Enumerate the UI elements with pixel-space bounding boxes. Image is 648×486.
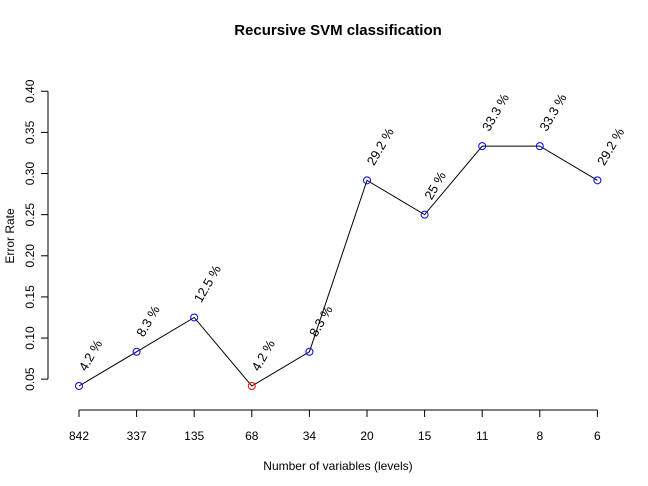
x-tick-label: 20 xyxy=(360,429,374,443)
y-tick-label: 0.40 xyxy=(23,79,37,103)
y-tick-label: 0.05 xyxy=(23,367,37,391)
x-tick-label: 842 xyxy=(69,429,89,443)
data-label: 12.5 % xyxy=(191,262,224,305)
y-tick-label: 0.30 xyxy=(23,162,37,186)
x-tick-label: 34 xyxy=(303,429,317,443)
y-tick-label: 0.35 xyxy=(23,120,37,144)
x-tick-label: 15 xyxy=(418,429,432,443)
data-point xyxy=(247,382,256,390)
data-point xyxy=(363,176,371,185)
data-label: 8.3 % xyxy=(133,303,163,340)
x-tick-label: 337 xyxy=(127,429,147,443)
chart-title: Recursive SVM classification xyxy=(234,22,442,39)
data-label: 29.2 % xyxy=(594,125,627,168)
series-line xyxy=(78,145,598,387)
x-tick-label: 68 xyxy=(245,429,259,443)
x-axis-label: Number of variables (levels) xyxy=(263,459,412,473)
y-tick-label: 0.10 xyxy=(23,326,37,350)
x-tick-label: 8 xyxy=(536,429,543,443)
x-tick-label: 6 xyxy=(594,429,601,443)
data-label: 8.3 % xyxy=(306,303,336,340)
data-point xyxy=(75,382,83,390)
data-point xyxy=(132,347,141,356)
data-point xyxy=(420,210,429,219)
data-label: 4.2 % xyxy=(248,337,278,374)
data-series xyxy=(75,142,602,390)
data-label: 33.3 % xyxy=(479,91,512,134)
x-axis: 842 337 135 68 34 20 15 11 8 6 xyxy=(69,409,601,443)
data-point xyxy=(593,176,602,185)
data-label: 29.2 % xyxy=(364,125,397,168)
y-tick-label: 0.15 xyxy=(23,285,37,309)
data-point xyxy=(535,142,544,151)
data-label: 4.2 % xyxy=(76,337,106,374)
x-tick-label: 11 xyxy=(476,429,489,443)
y-axis: 0.05 0.10 0.15 0.20 0.25 0.30 0.35 0.40 xyxy=(23,79,49,391)
y-tick-label: 0.20 xyxy=(23,244,37,268)
data-point xyxy=(190,313,199,322)
y-axis-label: Error Rate xyxy=(3,208,17,264)
data-label: 33.3 % xyxy=(536,91,569,134)
data-labels: 4.2 % 8.3 % 12.5 % 4.2 % 8.3 % 29.2 % 25 % 33.3… xyxy=(76,91,628,374)
x-tick-label: 135 xyxy=(184,429,204,443)
data-label: 25 % xyxy=(421,169,449,203)
data-point xyxy=(478,142,487,151)
data-point xyxy=(305,347,314,356)
y-tick-label: 0.25 xyxy=(23,203,37,227)
